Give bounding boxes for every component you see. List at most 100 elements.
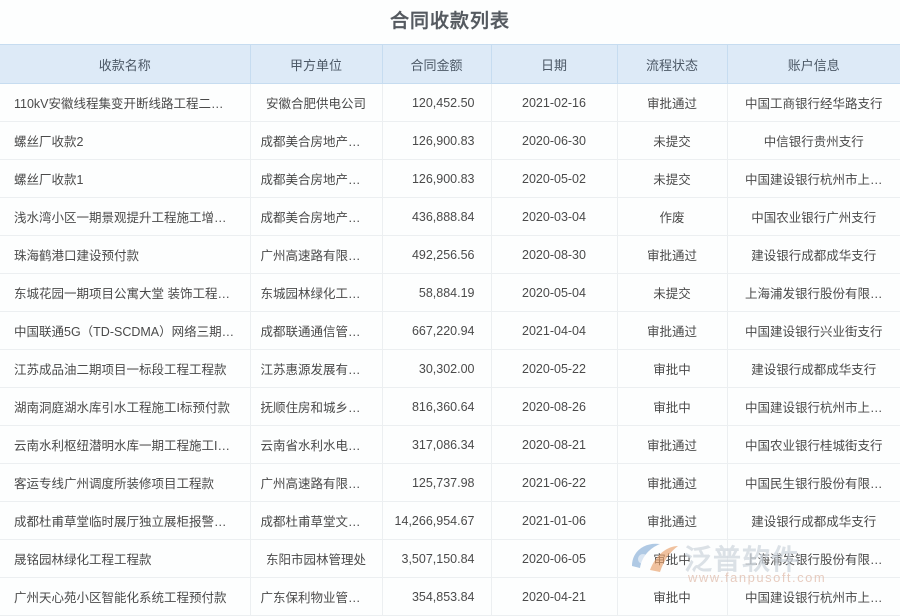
column-header-party[interactable]: 甲方单位 (250, 44, 383, 84)
cell-status: 作废 (617, 197, 728, 236)
cell-name[interactable]: 东城花园一期项目公寓大堂 装饰工程… (0, 273, 251, 312)
cell-party: 安徽合肥供电公司 (250, 83, 383, 122)
table-row[interactable]: 湖南洞庭湖水库引水工程施工I标预付款 抚顺住房和城乡建… 816,360.64 202… (0, 387, 900, 426)
cell-name[interactable]: 螺丝厂收款2 (0, 121, 251, 160)
cell-party: 东阳市园林管理处 (250, 539, 383, 578)
cell-account: 中国建设银行杭州市上… (727, 159, 900, 198)
cell-account: 建设银行成都成华支行 (727, 349, 900, 388)
table-header-row: 收款名称 甲方单位 合同金额 日期 流程状态 账户信息 (0, 44, 900, 84)
cell-account: 建设银行成都成华支行 (727, 501, 900, 540)
table-body: 110kV安徽线程集变开断线路工程二… 安徽合肥供电公司 120,452.50 202… (0, 83, 900, 616)
cell-name[interactable]: 珠海鹤港口建设预付款 (0, 235, 251, 274)
table-row[interactable]: 晟铭园林绿化工程工程款 东阳市园林管理处 3,507,150.84 2020-06-0… (0, 539, 900, 578)
cell-amount: 14,266,954.67 (382, 501, 492, 540)
cell-party: 成都联通通信管理局 (250, 311, 383, 350)
cell-date: 2020-08-26 (491, 387, 618, 426)
cell-date: 2020-05-22 (491, 349, 618, 388)
cell-status: 审批中 (617, 539, 728, 578)
column-header-name[interactable]: 收款名称 (0, 44, 251, 84)
column-header-amount[interactable]: 合同金额 (382, 44, 492, 84)
cell-amount: 58,884.19 (382, 273, 492, 312)
cell-status: 审批通过 (617, 311, 728, 350)
cell-account: 建设银行成都成华支行 (727, 235, 900, 274)
cell-name[interactable]: 110kV安徽线程集变开断线路工程二… (0, 83, 251, 122)
cell-name[interactable]: 客运专线广州调度所装修项目工程款 (0, 463, 251, 502)
table-row[interactable]: 广州天心苑小区智能化系统工程预付款 广东保利物业管理… 354,853.84 2020… (0, 577, 900, 616)
cell-status: 审批通过 (617, 463, 728, 502)
table-row[interactable]: 浅水湾小区一期景观提升工程施工增… 成都美合房地产有… 436,888.84 2020… (0, 197, 900, 236)
cell-amount: 317,086.34 (382, 425, 492, 464)
cell-party: 抚顺住房和城乡建… (250, 387, 383, 426)
cell-status: 审批中 (617, 577, 728, 616)
cell-name[interactable]: 中国联通5G（TD-SCDMA）网络三期… (0, 311, 251, 350)
cell-amount: 120,452.50 (382, 83, 492, 122)
column-header-date[interactable]: 日期 (491, 44, 618, 84)
cell-status: 审批通过 (617, 235, 728, 274)
cell-amount: 3,507,150.84 (382, 539, 492, 578)
cell-name[interactable]: 湖南洞庭湖水库引水工程施工I标预付款 (0, 387, 251, 426)
cell-name[interactable]: 广州天心苑小区智能化系统工程预付款 (0, 577, 251, 616)
cell-party: 东城园林绿化工程… (250, 273, 383, 312)
table-row[interactable]: 螺丝厂收款2 成都美合房地产有… 126,900.83 2020-06-30 未提交 中信… (0, 121, 900, 160)
cell-account: 中国建设银行杭州市上… (727, 577, 900, 616)
table-row[interactable]: 110kV安徽线程集变开断线路工程二… 安徽合肥供电公司 120,452.50 202… (0, 83, 900, 122)
cell-amount: 492,256.56 (382, 235, 492, 274)
cell-amount: 354,853.84 (382, 577, 492, 616)
cell-name[interactable]: 江苏成品油二期项目一标段工程工程款 (0, 349, 251, 388)
cell-amount: 436,888.84 (382, 197, 492, 236)
cell-status: 审批通过 (617, 425, 728, 464)
cell-name[interactable]: 浅水湾小区一期景观提升工程施工增… (0, 197, 251, 236)
cell-account: 中国农业银行广州支行 (727, 197, 900, 236)
table-row[interactable]: 中国联通5G（TD-SCDMA）网络三期… 成都联通通信管理局 667,220.94… (0, 311, 900, 350)
cell-date: 2021-01-06 (491, 501, 618, 540)
cell-account: 中国建设银行兴业街支行 (727, 311, 900, 350)
table-row[interactable]: 东城花园一期项目公寓大堂 装饰工程… 东城园林绿化工程… 58,884.19 2020… (0, 273, 900, 312)
table-row[interactable]: 珠海鹤港口建设预付款 广州高速路有限公司 492,256.56 2020-08-30 审… (0, 235, 900, 274)
contract-receipt-table: 收款名称 甲方单位 合同金额 日期 流程状态 账户信息 110kV安徽线程集变开断线路工程… (0, 44, 900, 616)
cell-account: 中国工商银行经华路支行 (727, 83, 900, 122)
cell-party: 成都美合房地产有… (250, 159, 383, 198)
cell-name[interactable]: 螺丝厂收款1 (0, 159, 251, 198)
cell-name[interactable]: 成都杜甫草堂临时展厅独立展柜报警… (0, 501, 251, 540)
cell-amount: 126,900.83 (382, 121, 492, 160)
cell-date: 2020-05-02 (491, 159, 618, 198)
cell-party: 广州高速路有限公司 (250, 463, 383, 502)
column-header-account[interactable]: 账户信息 (727, 44, 900, 84)
cell-account: 中信银行贵州支行 (727, 121, 900, 160)
table-row[interactable]: 云南水利枢纽潜明水库一期工程施工I… 云南省水利水电工… 317,086.34 202… (0, 425, 900, 464)
cell-date: 2020-03-04 (491, 197, 618, 236)
cell-amount: 30,302.00 (382, 349, 492, 388)
cell-amount: 816,360.64 (382, 387, 492, 426)
cell-date: 2021-02-16 (491, 83, 618, 122)
table-row[interactable]: 客运专线广州调度所装修项目工程款 广州高速路有限公司 125,737.98 2021-… (0, 463, 900, 502)
cell-date: 2021-06-22 (491, 463, 618, 502)
cell-account: 中国建设银行杭州市上… (727, 387, 900, 426)
cell-party: 成都杜甫草堂文化… (250, 501, 383, 540)
cell-date: 2020-06-30 (491, 121, 618, 160)
cell-party: 江苏惠源发展有限… (250, 349, 383, 388)
cell-date: 2020-08-30 (491, 235, 618, 274)
page-title: 合同收款列表 (389, 11, 510, 32)
table-row[interactable]: 成都杜甫草堂临时展厅独立展柜报警… 成都杜甫草堂文化… 14,266,954.67 2… (0, 501, 900, 540)
table-row[interactable]: 螺丝厂收款1 成都美合房地产有… 126,900.83 2020-05-02 未提交 中国… (0, 159, 900, 198)
cell-party: 广州高速路有限公司 (250, 235, 383, 274)
column-header-status[interactable]: 流程状态 (617, 44, 728, 84)
cell-name[interactable]: 云南水利枢纽潜明水库一期工程施工I… (0, 425, 251, 464)
cell-name[interactable]: 晟铭园林绿化工程工程款 (0, 539, 251, 578)
cell-status: 审批通过 (617, 83, 728, 122)
cell-status: 未提交 (617, 121, 728, 160)
cell-status: 未提交 (617, 273, 728, 312)
cell-status: 审批中 (617, 349, 728, 388)
cell-account: 中国农业银行桂城街支行 (727, 425, 900, 464)
cell-status: 审批通过 (617, 501, 728, 540)
table-row[interactable]: 江苏成品油二期项目一标段工程工程款 江苏惠源发展有限… 30,302.00 2020-… (0, 349, 900, 388)
cell-amount: 667,220.94 (382, 311, 492, 350)
cell-date: 2020-05-04 (491, 273, 618, 312)
cell-party: 成都美合房地产有… (250, 197, 383, 236)
cell-date: 2020-04-21 (491, 577, 618, 616)
cell-account: 上海浦发银行股份有限… (727, 273, 900, 312)
cell-date: 2020-08-21 (491, 425, 618, 464)
cell-amount: 125,737.98 (382, 463, 492, 502)
cell-party: 成都美合房地产有… (250, 121, 383, 160)
cell-party: 广东保利物业管理… (250, 577, 383, 616)
